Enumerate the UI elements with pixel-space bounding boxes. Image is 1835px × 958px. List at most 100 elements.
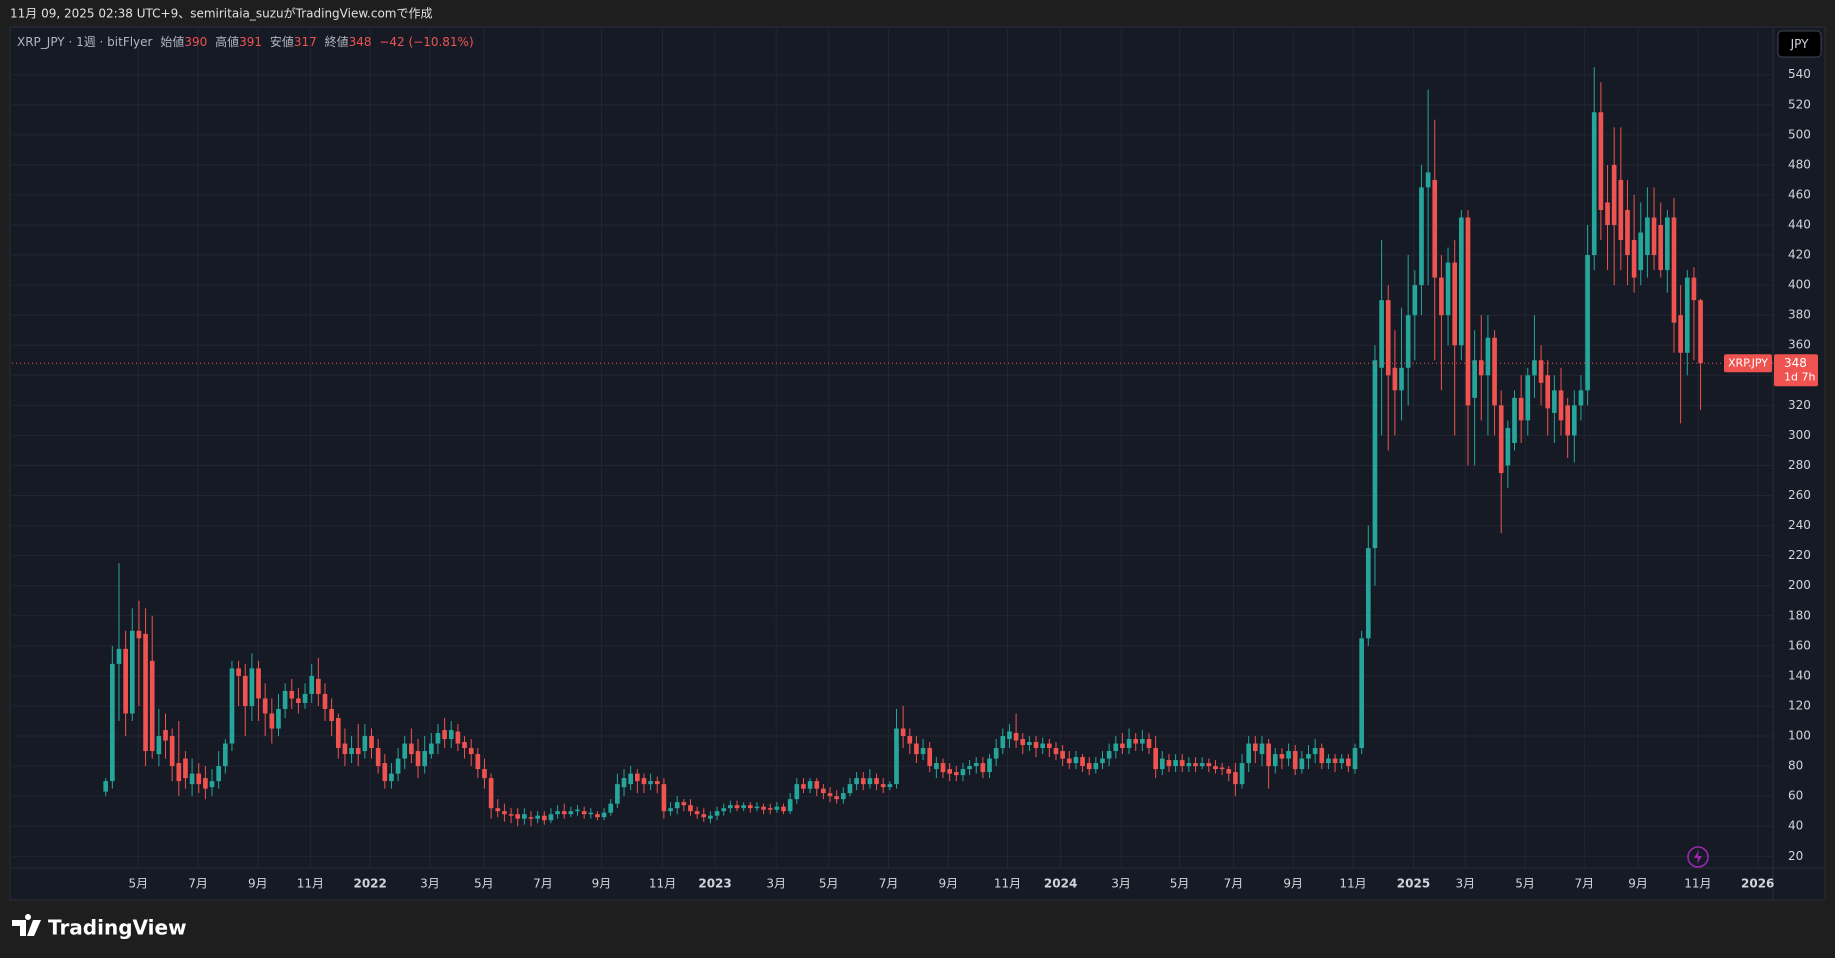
x-tick-label: 3月	[420, 877, 440, 891]
candle-body	[475, 754, 481, 770]
x-tick-label: 9月	[1283, 877, 1303, 891]
candle-body	[1645, 217, 1650, 256]
candle-body	[1253, 743, 1258, 752]
candle-body	[1611, 164, 1617, 225]
candle-body	[694, 811, 700, 815]
candle-body	[947, 769, 952, 774]
candle-body	[541, 815, 547, 821]
candle-body	[508, 814, 514, 816]
candle-body	[621, 778, 627, 788]
candle-body	[149, 660, 155, 752]
x-tick-label: 11月	[297, 877, 324, 891]
y-tick-label: 300	[1788, 428, 1811, 442]
candle-body	[648, 781, 653, 785]
candle-body	[1292, 751, 1298, 770]
candle-body	[821, 788, 826, 794]
candle-body	[222, 743, 228, 767]
x-tick-label: 5月	[128, 877, 148, 891]
candle-body	[1312, 748, 1318, 755]
candle-body	[1279, 754, 1285, 759]
candle-body	[914, 743, 919, 755]
candle-body	[674, 802, 680, 809]
candle-body	[1206, 763, 1212, 767]
alert-icon-ring[interactable]	[1687, 846, 1709, 868]
candle-body	[229, 668, 235, 744]
candle-body	[1100, 758, 1105, 764]
candle-body	[1691, 277, 1697, 301]
candle-body	[1126, 739, 1132, 749]
alert-icon[interactable]	[1687, 846, 1709, 868]
y-tick-label: 400	[1788, 278, 1811, 292]
last-price-label: 348	[1784, 356, 1807, 370]
candle-body	[342, 743, 348, 755]
currency-button[interactable]	[1777, 30, 1822, 58]
x-tick-label: 5月	[819, 877, 839, 891]
last-symbol-tag	[1724, 354, 1772, 373]
candle-body	[502, 811, 507, 815]
y-tick-label: 440	[1788, 217, 1811, 231]
y-tick-label: 240	[1788, 518, 1811, 532]
candle-body	[1359, 638, 1364, 749]
candle-body	[634, 773, 640, 782]
candle-body	[1299, 758, 1305, 770]
candle-body	[1552, 390, 1557, 413]
candle-body	[1665, 217, 1670, 271]
candle-body	[1472, 360, 1477, 398]
currency-label[interactable]: JPY	[1790, 37, 1810, 51]
candle-body	[1113, 743, 1119, 752]
legend-change: −42 (−10.81%)	[379, 35, 473, 49]
candle-body	[581, 811, 587, 815]
candle-body	[907, 736, 913, 744]
y-tick-label: 160	[1788, 638, 1811, 652]
candle-body	[528, 817, 534, 819]
x-tick-label: 2024	[1044, 877, 1077, 891]
candle-body	[1399, 367, 1404, 391]
candle-body	[1219, 767, 1225, 770]
candles	[103, 67, 1703, 827]
y-tick-label: 200	[1788, 578, 1811, 592]
candle-body	[1047, 743, 1052, 749]
x-tick-label: 9月	[1628, 877, 1648, 891]
candle-body	[754, 806, 760, 809]
candle-body	[203, 778, 208, 789]
candle-body	[747, 805, 753, 809]
candle-body	[1432, 179, 1438, 278]
last-symbol-label: XRP.JPY	[1728, 356, 1768, 369]
candle-body	[588, 812, 594, 815]
candle-body	[355, 748, 361, 755]
candle-body	[1618, 179, 1624, 241]
alert-icon-bolt[interactable]	[1694, 850, 1702, 864]
y-tick-label: 80	[1788, 759, 1803, 773]
candle-body	[1339, 758, 1345, 764]
candle-body	[894, 728, 899, 785]
candle-body	[1405, 315, 1411, 368]
candle-body	[462, 742, 467, 749]
x-tick-label: 2022	[353, 877, 386, 891]
x-tick-label: 9月	[939, 877, 959, 891]
candle-body	[209, 781, 215, 788]
candle-body	[608, 803, 614, 813]
candle-body	[1505, 427, 1511, 466]
candle-body	[1485, 337, 1491, 376]
candle-body	[1013, 733, 1019, 741]
candle-body	[1007, 731, 1012, 740]
candle-body	[1106, 751, 1112, 759]
candle-body	[236, 668, 241, 676]
candle-body	[827, 793, 833, 797]
candle-body	[987, 758, 992, 773]
candle-body	[1445, 262, 1451, 316]
x-tick-label: 3月	[1111, 877, 1131, 891]
candle-body	[1545, 375, 1551, 409]
candle-body	[1173, 760, 1178, 767]
candle-body	[1625, 209, 1630, 256]
candle-body	[654, 781, 660, 785]
candle-body	[1525, 375, 1531, 421]
y-tick-label: 180	[1788, 608, 1811, 622]
candle-body	[993, 748, 999, 759]
candle-body	[262, 698, 268, 714]
y-tick-label: 40	[1788, 819, 1803, 833]
candle-body	[661, 784, 667, 812]
candle-body	[847, 784, 853, 794]
